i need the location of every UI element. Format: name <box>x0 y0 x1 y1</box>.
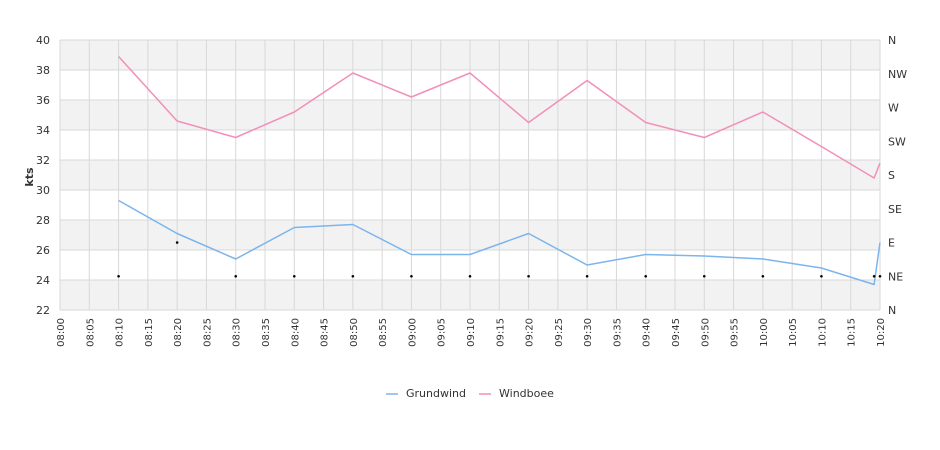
y-tick-label: 24 <box>36 274 50 287</box>
x-tick-label: 08:45 <box>320 318 331 347</box>
y-tick-label: 26 <box>36 244 50 257</box>
x-tick-label: 09:50 <box>700 318 711 347</box>
right-axis-label: NE <box>888 270 903 283</box>
x-tick-label: 10:10 <box>817 318 828 347</box>
x-tick-label: 09:20 <box>525 318 536 347</box>
x-tick-label: 09:30 <box>583 318 594 347</box>
x-tick-label: 08:20 <box>173 318 184 347</box>
right-axis-label: N <box>888 34 896 47</box>
y-tick-label: 22 <box>36 304 50 317</box>
x-tick-label: 10:00 <box>759 318 770 347</box>
direction-markers <box>117 241 882 278</box>
x-tick-label: 10:20 <box>876 318 887 347</box>
x-tick-label: 09:15 <box>495 318 506 347</box>
y-axis-label: kts <box>23 167 36 187</box>
x-tick-label: 09:25 <box>554 318 565 347</box>
x-axis-ticks: 08:00 08:05 08:10 08:15 08:20 08:25 08:30 08:35… <box>56 318 887 347</box>
x-tick-label: 09:40 <box>642 318 653 347</box>
direction-marker <box>761 274 765 278</box>
x-tick-label: 08:25 <box>202 318 213 347</box>
direction-marker <box>175 241 179 244</box>
x-tick-label: 08:40 <box>290 318 301 347</box>
x-tick-label: 09:10 <box>466 318 477 347</box>
legend-item-grundwind[interactable]: Grundwind <box>386 387 466 400</box>
x-tick-label: 08:00 <box>56 318 67 347</box>
right-axis-ticks: N NE E SE S SW W NW N <box>888 34 907 317</box>
right-axis-label: E <box>888 237 895 250</box>
right-axis-label: SE <box>888 203 902 216</box>
direction-marker <box>872 274 876 278</box>
x-tick-label: 09:35 <box>612 318 623 347</box>
series-line-grundwind <box>118 199 881 286</box>
x-tick-label: 10:15 <box>847 318 858 347</box>
direction-marker <box>410 274 413 278</box>
direction-marker <box>117 274 120 278</box>
direction-marker <box>878 274 882 278</box>
legend-item-windboee[interactable]: Windboee <box>479 387 554 400</box>
x-tick-label: 09:05 <box>437 318 448 347</box>
y-tick-label: 40 <box>36 34 50 47</box>
legend-label: Windboee <box>499 387 554 400</box>
direction-marker <box>527 274 530 278</box>
x-tick-label: 08:30 <box>232 318 243 347</box>
direction-marker <box>644 274 648 278</box>
left-axis-ticks: 22 24 26 28 30 32 34 36 38 40 <box>36 34 50 317</box>
x-tick-label: 08:05 <box>85 318 96 347</box>
y-tick-label: 30 <box>36 184 50 197</box>
y-tick-label: 36 <box>36 94 50 107</box>
x-tick-label: 09:55 <box>730 318 741 347</box>
right-axis-label: NW <box>888 68 907 81</box>
vertical-gridlines <box>59 40 881 310</box>
direction-marker <box>820 274 823 278</box>
x-tick-label: 10:05 <box>788 318 799 347</box>
direction-marker <box>468 274 472 278</box>
direction-marker <box>702 274 706 278</box>
direction-marker <box>585 274 589 278</box>
series-line-windboee <box>118 55 881 179</box>
y-tick-label: 32 <box>36 154 50 167</box>
y-tick-label: 38 <box>36 64 50 77</box>
right-axis-label: W <box>888 102 899 115</box>
series-lines <box>118 55 881 286</box>
x-tick-label: 08:50 <box>349 318 360 347</box>
right-axis-label: N <box>888 304 896 317</box>
x-tick-label: 08:35 <box>261 318 272 347</box>
x-tick-label: 09:00 <box>407 318 418 347</box>
direction-marker <box>351 274 355 278</box>
x-tick-label: 09:45 <box>671 318 682 347</box>
x-tick-label: 08:10 <box>115 318 126 347</box>
x-tick-label: 08:15 <box>144 318 155 347</box>
right-axis-label: S <box>888 169 895 182</box>
direction-marker <box>234 274 238 278</box>
legend[interactable]: Grundwind Windboee <box>386 387 554 400</box>
legend-label: Grundwind <box>406 387 466 400</box>
direction-marker <box>292 274 296 278</box>
x-tick-label: 08:55 <box>378 318 389 347</box>
horizontal-gridlines <box>60 39 880 311</box>
y-tick-label: 34 <box>36 124 50 137</box>
right-axis-label: SW <box>888 135 906 148</box>
y-tick-label: 28 <box>36 214 50 227</box>
